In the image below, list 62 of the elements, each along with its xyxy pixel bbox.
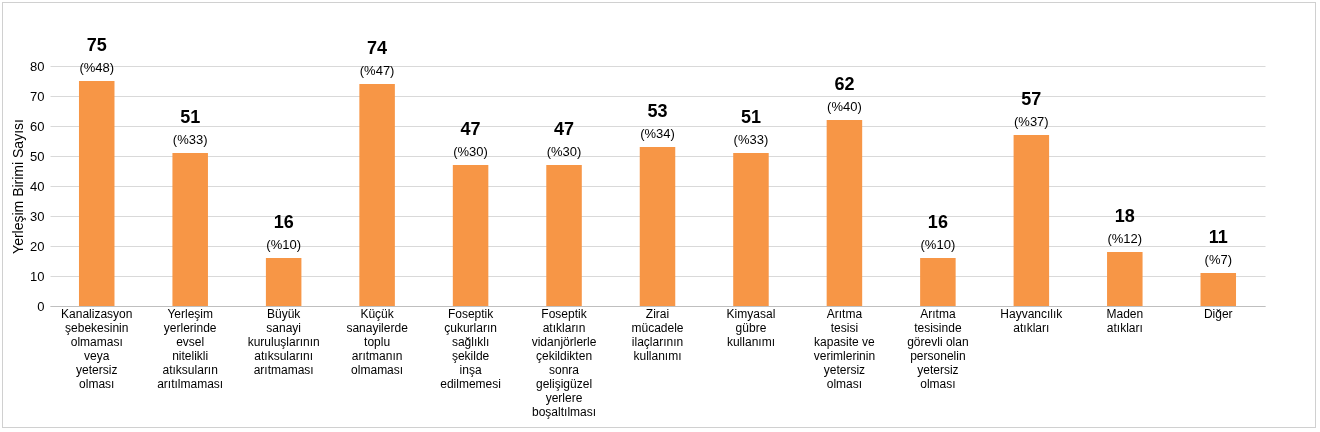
annotation: (%47)	[359, 63, 395, 78]
bar	[359, 84, 395, 306]
data-label: 16	[927, 212, 948, 232]
y-tick-label: 70	[30, 88, 45, 104]
annotation: (%30)	[453, 144, 488, 159]
x-tick-label: Maden atıkları	[1106, 306, 1144, 335]
annotation: (%48)	[79, 60, 115, 75]
y-tick-label: 0	[37, 298, 45, 314]
data-label: 62	[834, 74, 855, 94]
data-label: 18	[1114, 206, 1135, 226]
data-label: 47	[554, 119, 575, 139]
annotation: (%12)	[1107, 231, 1143, 246]
data-label: 75	[86, 35, 107, 55]
bar	[733, 153, 769, 306]
bar	[265, 258, 302, 306]
x-tick-label: Hayvancılık atıkları	[1000, 306, 1064, 335]
y-tick-label: 50	[30, 148, 45, 164]
bar	[1013, 135, 1050, 306]
bar	[546, 165, 582, 306]
x-tick-label: Foseptik çukurların sağlıklı şekilde inşa edilmemesi	[440, 306, 501, 391]
data-label: 11	[1208, 227, 1228, 247]
bar	[452, 165, 489, 306]
data-label: 16	[273, 212, 294, 232]
annotation: (%33)	[172, 132, 208, 147]
annotation: (%33)	[733, 132, 769, 147]
data-label: 51	[180, 107, 201, 127]
y-tick-label: 20	[30, 238, 45, 254]
annotation: (%10)	[920, 237, 956, 252]
x-tick-label: Arıtma tesisinde görevli olan personelin yetersiz olması	[907, 306, 969, 391]
annotation: (%10)	[266, 237, 301, 252]
data-label: 53	[647, 101, 668, 121]
bar	[920, 258, 956, 306]
data-label: 57	[1021, 89, 1042, 109]
x-tick-label: Zirai mücadele ilaçlarının kullanımı	[631, 306, 684, 363]
bar	[639, 147, 676, 306]
y-axis-title: Yerleşim Birimi Sayısı	[10, 119, 27, 254]
bar	[1200, 273, 1237, 306]
x-tick-label: Kimyasal gübre kullanımı	[726, 306, 776, 349]
bar	[826, 120, 863, 306]
data-label: 51	[740, 107, 761, 127]
x-tick-label: Kanalizasyon şebekesinin olmaması veya yetersiz olması	[61, 306, 133, 391]
y-tick-label: 10	[30, 268, 45, 284]
bar	[78, 81, 115, 306]
y-tick-label: 60	[30, 118, 45, 134]
x-tick-label: Büyük sanayi kuruluşlarının atıksularını arıtmaması	[247, 306, 320, 377]
annotation: (%7)	[1204, 252, 1232, 267]
x-tick-label: Arıtma tesisi kapasite ve verimlerinin yetersiz olması	[813, 306, 876, 391]
annotation: (%40)	[827, 99, 862, 114]
y-tick-label: 80	[30, 58, 45, 74]
bar	[1107, 252, 1143, 306]
x-tick-label: Foseptik atıkların vidanjörlerle çekildikten sonra gelişigüzel yerlere boşaltılması	[531, 306, 597, 419]
data-label: 47	[460, 119, 481, 139]
y-tick-label: 30	[30, 208, 45, 224]
x-tick-label: Diğer	[1203, 306, 1233, 321]
x-tick-label: Küçük sanayilerde toplu arıtmanın olmaması	[346, 306, 409, 377]
annotation: (%34)	[640, 126, 675, 141]
data-label: 74	[367, 38, 388, 58]
bar	[172, 153, 208, 306]
y-tick-label: 40	[30, 178, 45, 194]
annotation: (%37)	[1014, 114, 1049, 129]
x-tick-label: Yerleşim yerlerinde evsel nitelikli atıksuların arıtılmaması	[157, 306, 224, 391]
annotation: (%30)	[546, 144, 582, 159]
